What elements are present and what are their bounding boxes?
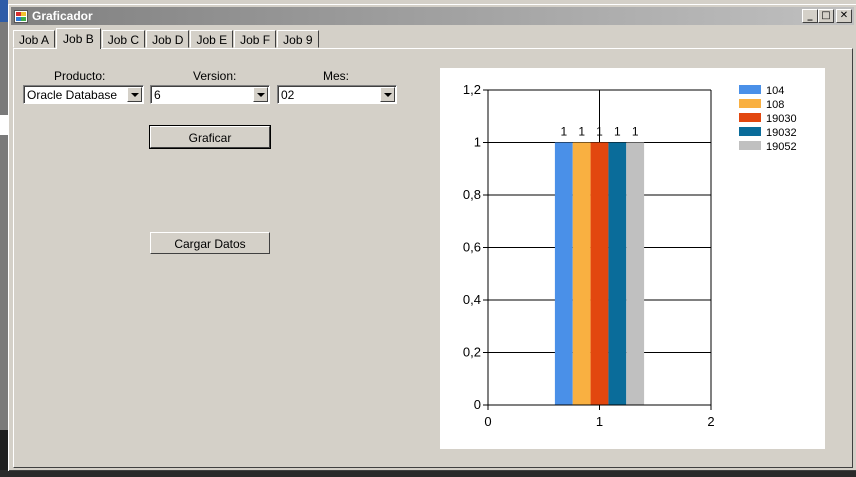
mes-select[interactable]: 02 xyxy=(277,85,397,104)
tab-job-f[interactable]: Job F xyxy=(234,30,277,48)
tab-job-c[interactable]: Job C xyxy=(101,30,146,48)
minimize-button[interactable]: _ xyxy=(802,9,818,23)
y-tick-label: 1,2 xyxy=(463,82,481,97)
cargar-datos-button[interactable]: Cargar Datos xyxy=(150,232,270,254)
tab-job-a[interactable]: Job A xyxy=(13,30,56,48)
producto-select[interactable]: Oracle Database xyxy=(23,85,144,104)
tab-job-9[interactable]: Job 9 xyxy=(277,30,319,48)
legend-label: 104 xyxy=(766,85,784,97)
y-tick-label: 0,6 xyxy=(463,240,481,255)
maximize-button[interactable]: □ xyxy=(818,9,834,23)
background-strip xyxy=(0,0,8,22)
x-tick-label: 1 xyxy=(596,414,603,429)
x-tick-label: 2 xyxy=(707,414,714,429)
tab-job-b[interactable]: Job B xyxy=(56,28,101,49)
bar-19030 xyxy=(590,142,609,405)
background-strip xyxy=(0,115,8,135)
data-label: 1 xyxy=(560,125,567,139)
bar-104 xyxy=(554,142,573,405)
background-taskbar-edge xyxy=(0,470,856,477)
tab-job-d[interactable]: Job D xyxy=(146,30,190,48)
tab-strip: Job A Job B Job C Job D Job E Job F Job … xyxy=(13,28,320,49)
background-window-edge xyxy=(0,0,8,477)
mes-label: Mes: xyxy=(323,69,350,83)
bar-108 xyxy=(572,142,591,405)
bar-19052 xyxy=(626,142,645,405)
legend-swatch xyxy=(739,127,761,136)
tab-job-e[interactable]: Job E xyxy=(190,30,234,48)
chevron-down-icon[interactable] xyxy=(380,87,395,102)
producto-label: Producto: xyxy=(54,69,106,83)
bar-19032 xyxy=(608,142,627,405)
legend-label: 19030 xyxy=(766,113,797,125)
app-chart-icon xyxy=(14,9,28,23)
graficar-button[interactable]: Graficar xyxy=(149,125,271,149)
y-tick-label: 1 xyxy=(474,135,481,150)
y-tick-label: 0,2 xyxy=(463,345,481,360)
title-bar[interactable]: Graficador _ □ ✕ xyxy=(11,7,854,25)
legend-swatch xyxy=(739,85,761,94)
data-label: 1 xyxy=(614,125,621,139)
producto-value: Oracle Database xyxy=(27,88,118,102)
mes-value: 02 xyxy=(281,88,295,102)
legend-swatch xyxy=(739,99,761,108)
y-tick-label: 0 xyxy=(474,397,481,412)
chevron-down-icon[interactable] xyxy=(253,87,268,102)
data-label: 1 xyxy=(596,125,603,139)
tab-page-job-b xyxy=(13,48,853,468)
legend-label: 19032 xyxy=(766,127,797,139)
bar-chart: 00,20,40,60,811,20 1 21 1 1 1 1104108190301903… xyxy=(463,82,797,429)
x-tick-label: 0 xyxy=(484,414,491,429)
legend-label: 19052 xyxy=(766,141,797,153)
legend-swatch xyxy=(739,141,761,150)
close-button[interactable]: ✕ xyxy=(836,9,852,23)
chevron-down-icon[interactable] xyxy=(127,87,142,102)
version-label: Version: xyxy=(193,69,237,83)
chart-panel: 0 0,2 0,4 0,6 0,8 1 1,2 0 1 2 1 1 1 1 1 104 108 19030 1903… xyxy=(440,68,825,449)
background-strip xyxy=(0,430,8,477)
y-tick-label: 0,4 xyxy=(463,292,481,307)
version-value: 6 xyxy=(154,88,161,102)
version-select[interactable]: 6 xyxy=(150,85,270,104)
data-label: 1 xyxy=(578,125,585,139)
window-title: Graficador xyxy=(32,9,93,23)
y-tick-label: 0,8 xyxy=(463,187,481,202)
data-label: 1 xyxy=(632,125,639,139)
legend-label: 108 xyxy=(766,99,784,111)
legend-swatch xyxy=(739,113,761,122)
